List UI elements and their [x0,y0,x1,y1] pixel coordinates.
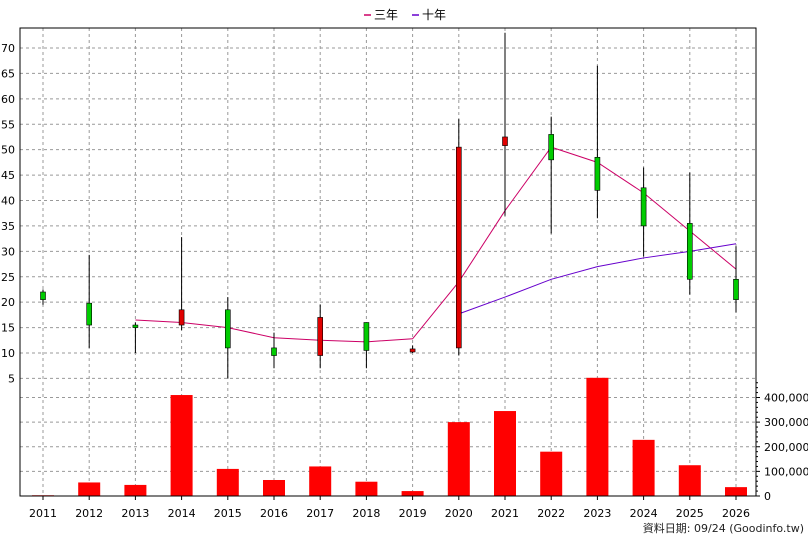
year-tick-label: 2012 [75,507,103,520]
volume-bar [494,411,516,496]
volume-bar [540,451,563,496]
candle-body [733,278,739,300]
plot-frame [19,27,757,497]
volume-bar [725,487,747,496]
volume-bar [170,395,193,496]
price-tick-label: 20 [1,296,15,309]
volume-bar [309,466,332,496]
candle-body [363,322,370,351]
price-tick-label: 35 [1,220,15,233]
volume-bar [678,465,701,496]
year-tick-label: 2016 [260,507,288,520]
volume-bar [124,484,147,496]
year-tick-label: 2018 [352,507,380,520]
year-tick-label: 2017 [306,507,334,520]
line-3y [135,146,737,343]
price-tick-label: 15 [1,322,15,335]
volume-tick-label: 300,000 [764,416,808,429]
legend-label-10y: 十年 [422,8,446,22]
price-tick-label: 50 [1,144,15,157]
candle-body [271,347,277,356]
candle-body [132,324,139,328]
candle-body [686,223,693,280]
volume-bar [216,468,239,496]
price-tick-label: 65 [1,67,15,80]
candle-body [640,187,647,227]
candle-body [502,136,508,146]
volume-bar [632,439,655,496]
volume-bar [78,482,101,496]
legend: 三年 十年 [364,8,446,22]
candle-body [40,291,46,300]
candle-body [317,317,324,356]
data-date-footer: 資料日期: 09/24 (Goodinfo.tw) [643,521,804,535]
year-tick-label: 2021 [491,507,519,520]
price-tick-label: 5 [8,372,15,385]
price-tick-label: 10 [1,347,15,360]
year-tick-label: 2019 [399,507,427,520]
volume-bars [32,377,747,497]
year-tick-label: 2015 [214,507,242,520]
year-tick-label: 2023 [583,507,611,520]
price-tick-label: 70 [1,42,15,55]
volume-bar [355,481,378,496]
axes: 5101520253035404550556065700100,000200,0… [1,27,808,520]
volume-tick-label: 400,000 [764,392,808,405]
candle-body [409,348,416,353]
candle-body [225,309,231,349]
year-tick-label: 2013 [121,507,149,520]
candle-body [594,156,601,191]
candle-body [178,309,185,326]
volume-bar [401,491,424,496]
legend-label-3y: 三年 [374,8,398,22]
year-tick-label: 2014 [168,507,196,520]
candlesticks [40,32,739,379]
volume-tick-label: 200,000 [764,441,808,454]
grid [20,28,756,496]
price-tick-label: 55 [1,118,15,131]
year-tick-label: 2025 [676,507,704,520]
price-tick-label: 60 [1,93,15,106]
year-tick-label: 2011 [29,507,57,520]
volume-bar [263,479,285,496]
price-tick-label: 45 [1,169,15,182]
candle-body [548,134,555,161]
year-tick-label: 2020 [445,507,473,520]
year-tick-label: 2024 [630,507,658,520]
volume-tick-label: 100,000 [764,465,808,478]
price-tick-label: 30 [1,245,15,258]
volume-bar [447,422,470,496]
year-tick-label: 2026 [722,507,750,520]
volume-bar [586,377,609,496]
price-tick-label: 25 [1,271,15,284]
volume-tick-label: 0 [764,490,771,503]
year-tick-label: 2022 [537,507,565,520]
line-10y [458,243,737,315]
candle-body [86,302,92,326]
candle-body [455,146,462,349]
price-tick-label: 40 [1,195,15,208]
